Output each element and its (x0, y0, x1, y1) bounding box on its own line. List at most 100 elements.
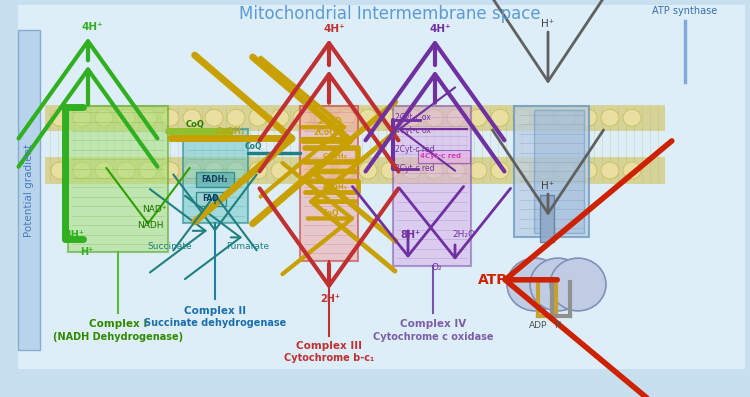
Circle shape (491, 109, 509, 126)
Bar (196, 192, 226, 206)
Circle shape (227, 109, 245, 126)
Circle shape (227, 162, 245, 179)
Circle shape (161, 162, 179, 179)
Circle shape (183, 109, 201, 126)
Bar (196, 172, 234, 187)
Text: 4Cyt-c red: 4Cyt-c red (420, 153, 461, 159)
Circle shape (73, 109, 91, 126)
Text: (NADH Dehydrogenase): (NADH Dehydrogenase) (53, 331, 183, 341)
Circle shape (381, 162, 399, 179)
Text: CoQ: CoQ (244, 143, 262, 152)
Bar (45, 104, 665, 131)
Text: CoQH₂: CoQH₂ (322, 153, 347, 159)
Circle shape (293, 162, 311, 179)
Circle shape (535, 109, 553, 126)
Circle shape (469, 162, 487, 179)
Circle shape (623, 109, 641, 126)
Circle shape (403, 162, 421, 179)
Circle shape (315, 109, 333, 126)
Circle shape (601, 162, 619, 179)
Bar (300, 106, 358, 261)
Circle shape (271, 162, 289, 179)
Text: Complex IV: Complex IV (400, 319, 466, 330)
Bar (534, 110, 584, 233)
Text: Potential gradient: Potential gradient (24, 144, 34, 237)
Text: 2CoQ: 2CoQ (318, 117, 342, 126)
Text: H⁺: H⁺ (542, 19, 554, 29)
Circle shape (249, 162, 267, 179)
Text: Pᴵ: Pᴵ (554, 320, 562, 330)
Bar (540, 195, 554, 242)
Circle shape (95, 162, 113, 179)
Circle shape (507, 258, 563, 311)
Text: 8H⁺: 8H⁺ (400, 229, 420, 239)
Text: ATP synthase: ATP synthase (652, 6, 718, 16)
Text: 2CoQH₂: 2CoQH₂ (314, 128, 346, 137)
Text: 2Cyt-c red: 2Cyt-c red (395, 164, 434, 173)
Circle shape (425, 162, 443, 179)
Circle shape (337, 109, 355, 126)
Circle shape (117, 109, 135, 126)
Bar (514, 106, 589, 237)
Circle shape (535, 162, 553, 179)
Circle shape (550, 258, 606, 311)
Circle shape (469, 109, 487, 126)
Text: ADP: ADP (529, 320, 548, 330)
Circle shape (117, 162, 135, 179)
Circle shape (183, 162, 201, 179)
Circle shape (51, 162, 69, 179)
Text: 2H⁺: 2H⁺ (320, 294, 340, 304)
Text: 4H⁺: 4H⁺ (82, 22, 104, 32)
Text: Mitochondrial Intermembrane space: Mitochondrial Intermembrane space (239, 5, 541, 23)
Circle shape (579, 109, 597, 126)
Bar (45, 157, 665, 184)
Circle shape (623, 162, 641, 179)
Text: H⁺: H⁺ (542, 181, 554, 191)
Circle shape (161, 109, 179, 126)
Bar (68, 106, 168, 252)
Bar (418, 150, 470, 163)
Circle shape (359, 109, 377, 126)
Bar (393, 106, 471, 266)
Circle shape (403, 109, 421, 126)
Text: 2Cyt-c ox: 2Cyt-c ox (395, 113, 430, 122)
Text: CoQH₁: CoQH₁ (322, 183, 347, 189)
Circle shape (139, 162, 157, 179)
Text: 4H⁺: 4H⁺ (429, 24, 451, 34)
Circle shape (513, 162, 531, 179)
Circle shape (447, 162, 465, 179)
Circle shape (249, 109, 267, 126)
Text: 4H⁺: 4H⁺ (323, 24, 344, 34)
Circle shape (601, 109, 619, 126)
Circle shape (139, 109, 157, 126)
Circle shape (491, 162, 509, 179)
Circle shape (425, 109, 443, 126)
Circle shape (315, 162, 333, 179)
Text: O₂: O₂ (432, 263, 442, 272)
Text: NADH: NADH (137, 221, 164, 229)
Circle shape (293, 109, 311, 126)
Text: Complex II: Complex II (184, 306, 246, 316)
Circle shape (513, 109, 531, 126)
Text: 4Cyt-c ox: 4Cyt-c ox (395, 127, 430, 135)
Text: FADH₂: FADH₂ (202, 175, 228, 185)
Text: H⁺: H⁺ (80, 247, 93, 256)
Text: Cytochrome b-c₁: Cytochrome b-c₁ (284, 353, 374, 363)
Bar (183, 129, 248, 223)
Text: NAD⁺: NAD⁺ (142, 204, 166, 214)
Circle shape (557, 109, 575, 126)
Bar (18, 30, 40, 351)
Circle shape (205, 162, 223, 179)
Circle shape (271, 109, 289, 126)
Circle shape (51, 109, 69, 126)
Circle shape (73, 162, 91, 179)
Text: CoQ: CoQ (185, 120, 205, 129)
Text: Complex III: Complex III (296, 341, 362, 351)
Circle shape (447, 109, 465, 126)
Text: 2Cyt-c red: 2Cyt-c red (395, 145, 434, 154)
Text: FAD: FAD (202, 194, 219, 203)
Text: ATP: ATP (478, 273, 507, 287)
Text: 2H₂O: 2H₂O (452, 230, 475, 239)
Circle shape (205, 109, 223, 126)
Circle shape (359, 162, 377, 179)
